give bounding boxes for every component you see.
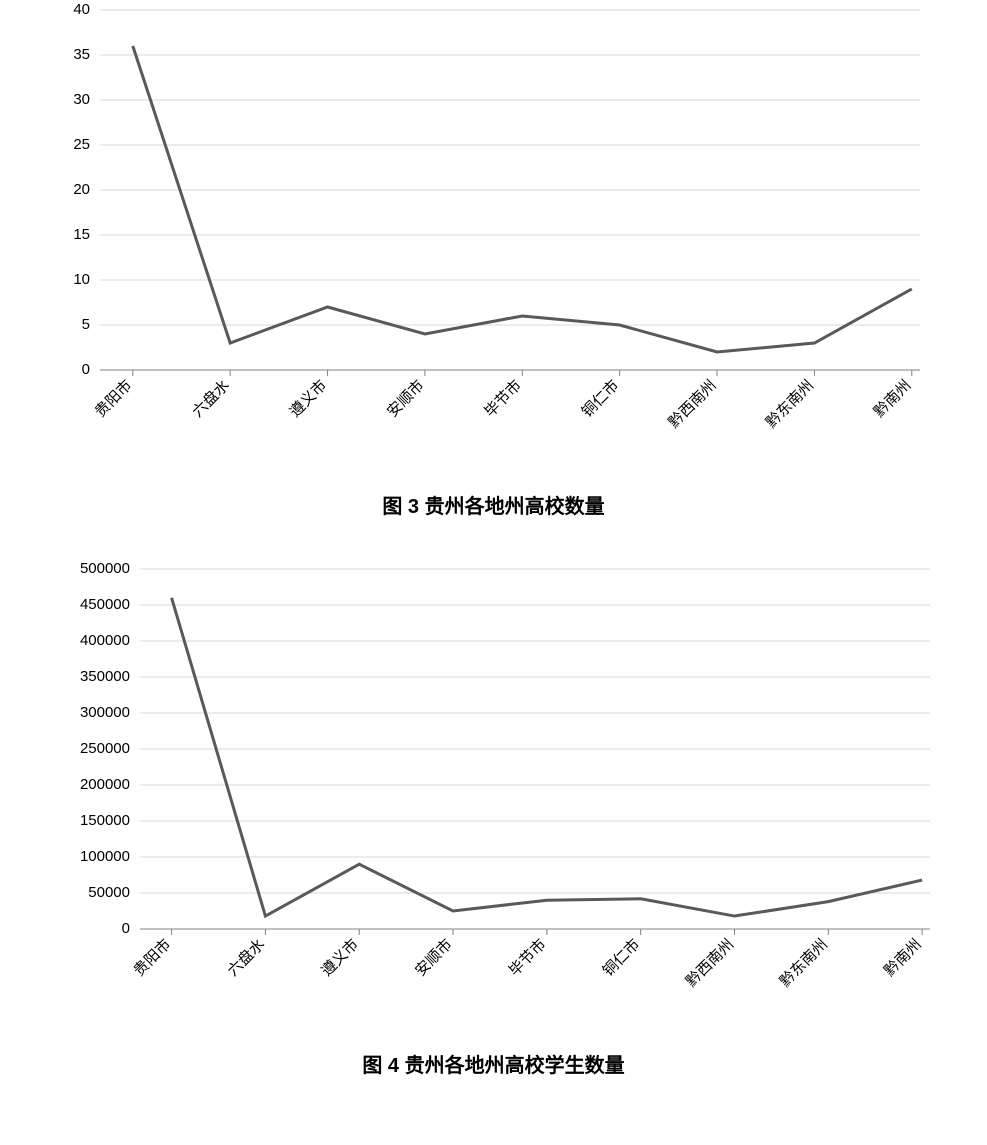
y-tick-label: 200000 bbox=[80, 776, 130, 793]
x-tick-label: 安顺市 bbox=[412, 936, 456, 980]
x-tick-label: 毕节市 bbox=[506, 936, 550, 980]
y-tick-label: 20 bbox=[73, 181, 90, 198]
y-tick-label: 5 bbox=[82, 316, 90, 333]
x-tick-label: 六盘水 bbox=[224, 935, 269, 980]
x-tick-label: 遵义市 bbox=[317, 935, 362, 980]
y-tick-label: 250000 bbox=[80, 740, 130, 757]
chart-1-container: 0 5 10 15 20 25 30 35 40 贵阳市 六盘水 遵义市 安顺市 毕节市 铜仁市黔西南州黔东… bbox=[0, 0, 987, 519]
x-tick-label: 铜仁市 bbox=[579, 377, 623, 421]
y-tick-label: 150000 bbox=[80, 812, 130, 829]
series-line bbox=[172, 598, 923, 916]
y-tick-label: 10 bbox=[73, 271, 90, 288]
y-tick-label: 35 bbox=[73, 46, 90, 63]
chart-2-caption: 图 4 贵州各地州高校学生数量 bbox=[0, 1049, 987, 1078]
y-tick-label: 0 bbox=[82, 361, 90, 378]
y-tick-label: 400000 bbox=[80, 632, 130, 649]
y-tick-label: 350000 bbox=[80, 668, 130, 685]
series-line bbox=[133, 46, 912, 352]
y-tick-label: 15 bbox=[73, 226, 90, 243]
x-tick-label: 安顺市 bbox=[384, 377, 428, 421]
y-tick-label: 500000 bbox=[80, 560, 130, 577]
x-tick-label: 黔西南州 bbox=[683, 936, 737, 990]
x-tick-label: 黔东南州 bbox=[777, 936, 831, 990]
chart-2-container: 0 50000 100000 150000 200000 250000 300000 3500… bbox=[0, 559, 987, 1078]
y-tick-label: 0 bbox=[122, 920, 130, 937]
x-tick-label: 铜仁市 bbox=[600, 936, 644, 980]
chart-2-svg: 0 50000 100000 150000 200000 250000 300000 3500… bbox=[0, 559, 970, 1019]
y-tick-label: 450000 bbox=[80, 596, 130, 613]
y-tick-label: 40 bbox=[73, 1, 90, 18]
y-tick-label: 300000 bbox=[80, 704, 130, 721]
chart-1-caption: 图 3 贵州各地州高校数量 bbox=[0, 490, 987, 519]
x-tick-label: 遵义市 bbox=[286, 376, 331, 421]
x-tick-label: 毕节市 bbox=[481, 377, 525, 421]
y-tick-label: 30 bbox=[73, 91, 90, 108]
x-tick-label: 贵阳市 bbox=[131, 936, 175, 980]
x-tick-label: 六盘水 bbox=[188, 376, 233, 421]
x-tick-label: 黔南州 bbox=[871, 377, 915, 421]
x-tick-label: 黔西南州 bbox=[665, 377, 719, 431]
y-tick-label: 100000 bbox=[80, 848, 130, 865]
chart-1-svg: 0 5 10 15 20 25 30 35 40 贵阳市 六盘水 遵义市 安顺市 毕节市 铜仁市黔西南州黔东… bbox=[0, 0, 960, 460]
x-tick-label: 贵阳市 bbox=[92, 377, 136, 421]
x-tick-label: 黔南州 bbox=[881, 936, 925, 980]
y-tick-label: 50000 bbox=[88, 884, 130, 901]
x-tick-label: 黔东南州 bbox=[763, 377, 817, 431]
y-tick-label: 25 bbox=[73, 136, 90, 153]
